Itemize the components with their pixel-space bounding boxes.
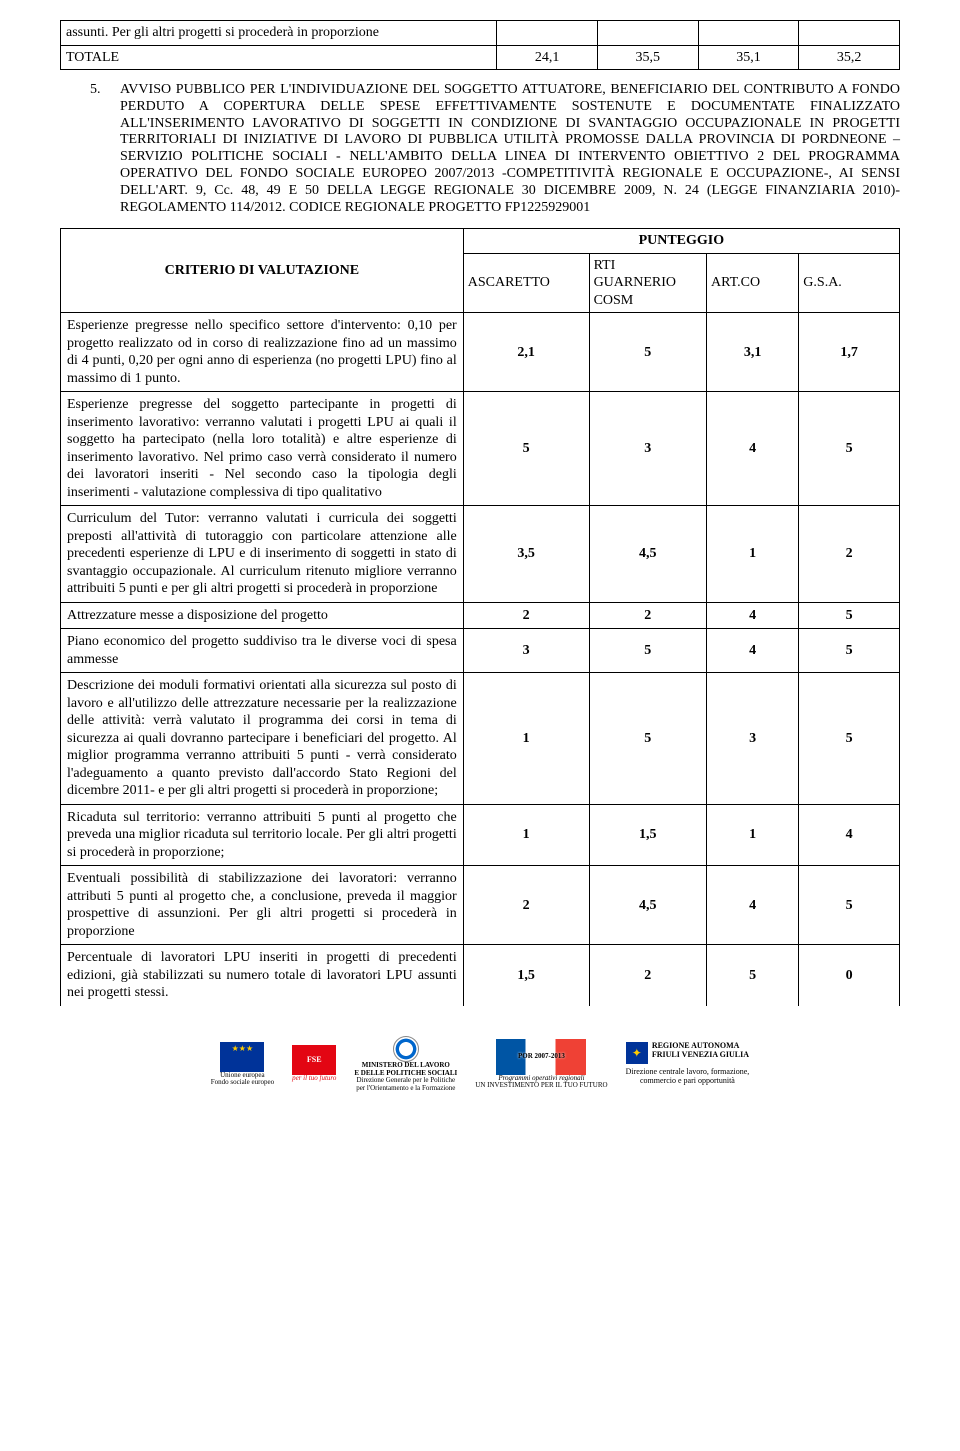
eu-logo: Unione europea Fondo sociale europeo [211,1042,274,1087]
criterion-text: Curriculum del Tutor: verranno valutati … [61,506,464,603]
criterion-text: Descrizione dei moduli formativi orienta… [61,673,464,805]
table-row-totale: TOTALE 24,1 35,5 35,1 35,2 [61,45,900,70]
fvg-logo: ✦ REGIONE AUTONOMA FRIULI VENEZIA GIULIA… [626,1042,750,1086]
scoring-table: CRITERIO DI VALUTAZIONE PUNTEGGIO ASCARE… [60,228,900,1006]
criterion-text: Ricaduta sul territorio: verranno attrib… [61,804,464,866]
score: 2 [799,506,900,603]
score: 4 [707,629,799,673]
score: 3 [707,673,799,805]
fvg-label4: commercio e pari opportunità [640,1077,735,1086]
score: 1 [463,673,589,805]
eu-flag-icon [220,1042,264,1072]
table-row: Descrizione dei moduli formativi orienta… [61,673,900,805]
row-val [597,21,698,46]
score: 1 [463,804,589,866]
section-number: 5. [90,82,110,216]
score: 4 [707,602,799,629]
score: 0 [799,945,900,1006]
score: 2 [463,602,589,629]
score: 3 [463,629,589,673]
table-row: Eventuali possibilità di stabilizzazione… [61,866,900,945]
criterion-text: Piano economico del progetto suddiviso t… [61,629,464,673]
table-row: Curriculum del Tutor: verranno valutati … [61,506,900,603]
totale-val: 35,5 [597,45,698,70]
table-row: Esperienze pregresse nello specifico set… [61,313,900,392]
top-partial-table: assunti. Per gli altri progetti si proce… [60,20,900,70]
por-label2: UN INVESTIMENTO PER IL TUO FUTURO [475,1082,607,1090]
section-5-paragraph: 5. AVVISO PUBBLICO PER L'INDIVIDUAZIONE … [90,82,900,216]
score: 5 [589,629,706,673]
score: 1 [707,506,799,603]
score: 5 [799,866,900,945]
header-punteggio: PUNTEGGIO [463,229,899,254]
score: 2 [463,866,589,945]
score: 2,1 [463,313,589,392]
por-logo: POR 2007-2013 Programmi operativi region… [475,1039,607,1090]
score: 1,5 [589,804,706,866]
criterion-text: Esperienze pregresse del soggetto partec… [61,392,464,506]
score: 2 [589,602,706,629]
criterion-text: Attrezzature messe a disposizione del pr… [61,602,464,629]
section-body: AVVISO PUBBLICO PER L'INDIVIDUAZIONE DEL… [120,82,900,216]
table-row: Percentuale di lavoratori LPU inseriti i… [61,945,900,1006]
fse-logo: FSE per il tuo futuro [292,1045,336,1083]
score: 5 [589,313,706,392]
fvg-eagle-icon: ✦ [626,1042,648,1064]
totale-val: 35,1 [698,45,799,70]
score: 5 [589,673,706,805]
criterion-text: Percentuale di lavoratori LPU inseriti i… [61,945,464,1006]
score: 5 [799,673,900,805]
score: 1,7 [799,313,900,392]
score: 1 [707,804,799,866]
eu-label2: Fondo sociale europeo [211,1079,274,1087]
table-row: Ricaduta sul territorio: verranno attrib… [61,804,900,866]
score: 4 [707,392,799,506]
score: 5 [799,392,900,506]
table-row: assunti. Per gli altri progetti si proce… [61,21,900,46]
row-label: assunti. Per gli altri progetti si proce… [61,21,497,46]
fse-icon: FSE [292,1045,336,1075]
col-rti: RTI GUARNERIO COSM [589,253,706,313]
table-row: Piano economico del progetto suddiviso t… [61,629,900,673]
criterion-text: Esperienze pregresse nello specifico set… [61,313,464,392]
header-criterio: CRITERIO DI VALUTAZIONE [61,229,464,313]
score: 4,5 [589,866,706,945]
score: 5 [463,392,589,506]
por-icon: POR 2007-2013 [496,1039,586,1075]
score: 1,5 [463,945,589,1006]
score: 2 [589,945,706,1006]
ministry-logo: MINISTERO DEL LAVORO E DELLE POLITICHE S… [354,1036,457,1093]
score: 3 [589,392,706,506]
min-label4: per l'Orientamento e la Formazione [356,1085,455,1093]
italy-emblem-icon [393,1036,419,1062]
footer-logos: Unione europea Fondo sociale europeo FSE… [60,1036,900,1093]
col-artco: ART.CO [707,253,799,313]
score: 3,5 [463,506,589,603]
table-row: Attrezzature messe a disposizione del pr… [61,602,900,629]
row-val [698,21,799,46]
totale-val: 24,1 [497,45,598,70]
col-gsa: G.S.A. [799,253,900,313]
score: 4,5 [589,506,706,603]
col-ascaretto: ASCARETTO [463,253,589,313]
score: 4 [799,804,900,866]
table-row: Esperienze pregresse del soggetto partec… [61,392,900,506]
score: 5 [799,602,900,629]
totale-label: TOTALE [61,45,497,70]
criterion-text: Eventuali possibilità di stabilizzazione… [61,866,464,945]
score: 4 [707,866,799,945]
row-val [799,21,900,46]
score: 3,1 [707,313,799,392]
fse-label: per il tuo futuro [292,1075,336,1083]
row-val [497,21,598,46]
totale-val: 35,2 [799,45,900,70]
score: 5 [799,629,900,673]
fvg-label2: FRIULI VENEZIA GIULIA [652,1051,749,1060]
table-header-row: CRITERIO DI VALUTAZIONE PUNTEGGIO [61,229,900,254]
score: 5 [707,945,799,1006]
